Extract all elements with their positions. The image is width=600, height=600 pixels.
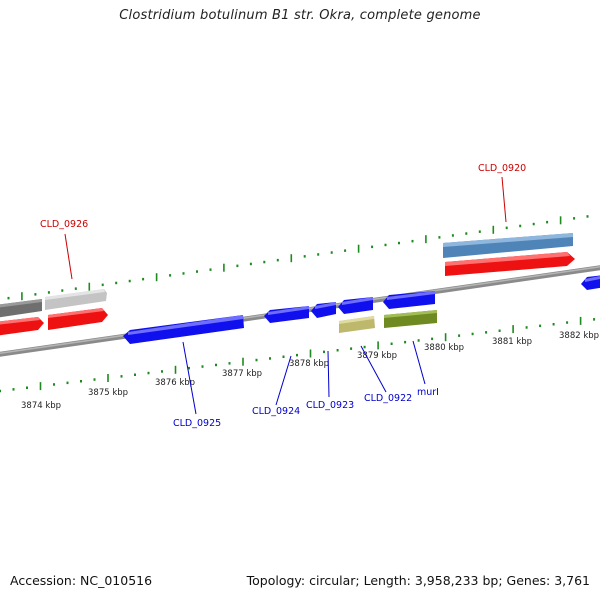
callout-line-cld-0920 bbox=[501, 176, 507, 223]
callout-line-muri bbox=[412, 340, 426, 385]
kbp-label: 3874 kbp bbox=[21, 401, 61, 411]
callout-line-cld-0924 bbox=[275, 355, 292, 406]
callout-line-cld-0923 bbox=[327, 350, 330, 398]
gene-arrow-cld-0924-shine bbox=[268, 306, 309, 315]
gene-arrow-cld-0922-shine bbox=[342, 297, 373, 305]
gene-arrow-red-shine bbox=[48, 308, 104, 318]
gene-label-muri[interactable]: murI bbox=[417, 387, 439, 398]
gene-arrow-cld-0923-shine bbox=[315, 302, 336, 309]
gene-arrow-lightgrey-shine bbox=[45, 289, 105, 300]
upper-tick-ruler bbox=[7, 215, 589, 301]
callout-line-cld-0922 bbox=[360, 345, 387, 393]
gene-block-khaki-shine bbox=[339, 316, 374, 324]
gene-label-cld-0920[interactable]: CLD_0920 bbox=[478, 163, 526, 174]
genome-summary-text: Topology: circular; Length: 3,958,233 bp… bbox=[246, 573, 590, 588]
gene-label-cld-0925[interactable]: CLD_0925 bbox=[173, 418, 221, 429]
map-title: Clostridium botulinum B1 str. Okra, comp… bbox=[119, 8, 481, 23]
kbp-label: 3876 kbp bbox=[155, 378, 195, 388]
gene-arrow-grey-shine bbox=[0, 299, 42, 308]
kbp-label: 3877 kbp bbox=[222, 369, 262, 379]
gene-label-cld-0923[interactable]: CLD_0923 bbox=[306, 400, 354, 411]
callout-line-cld-0926 bbox=[64, 233, 73, 280]
lower-tick-ruler bbox=[0, 316, 596, 393]
gene-label-cld-0922[interactable]: CLD_0922 bbox=[364, 393, 412, 404]
gene-arrow-lightgrey[interactable] bbox=[45, 289, 107, 310]
gene-block-olive-shine bbox=[384, 310, 437, 318]
kbp-label: 3882 kbp bbox=[559, 331, 599, 341]
gene-arrow-blue-clipped-shine bbox=[585, 276, 600, 282]
gene-label-cld-0926[interactable]: CLD_0926 bbox=[40, 219, 88, 230]
gene-arrow-muri-shine bbox=[387, 291, 435, 300]
kbp-label: 3879 kbp bbox=[357, 351, 397, 361]
gene-arrow-red-shine bbox=[445, 252, 570, 266]
accession-text: Accession: NC_010516 bbox=[10, 573, 153, 588]
gene-arrow-cld-0925-shine bbox=[128, 315, 243, 335]
kbp-label: 3880 kbp bbox=[424, 343, 464, 353]
gene-arrow-red-shine bbox=[0, 317, 40, 325]
kbp-label: 3881 kbp bbox=[492, 337, 532, 347]
kbp-label: 3875 kbp bbox=[88, 388, 128, 398]
kbp-label: 3878 kbp bbox=[289, 359, 329, 369]
gene-arrow-cld-0920-shine bbox=[443, 233, 573, 247]
callout-line-cld-0925 bbox=[182, 341, 197, 415]
gene-label-cld-0924[interactable]: CLD_0924 bbox=[252, 406, 300, 417]
